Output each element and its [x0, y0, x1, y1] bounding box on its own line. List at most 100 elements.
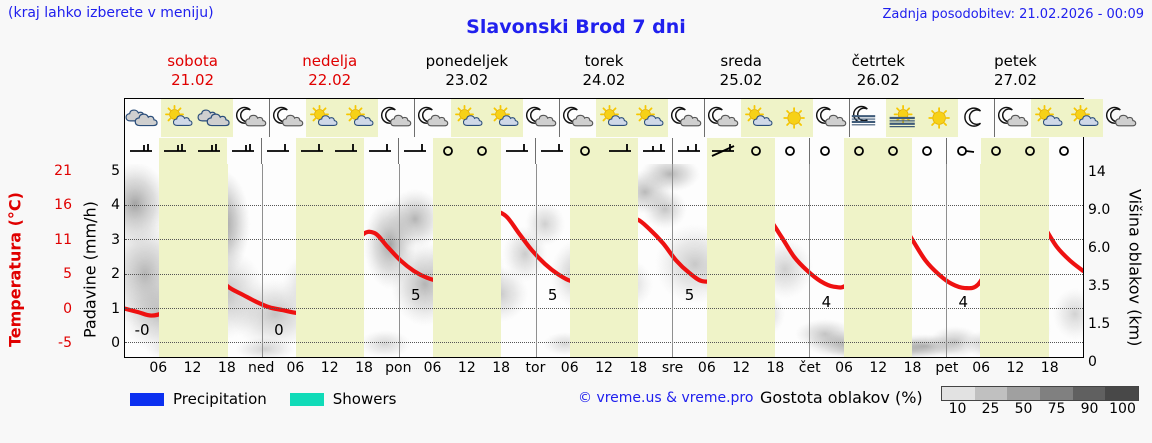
temperature-axis-title: Temperatura (°C): [5, 192, 25, 348]
wind-barb: [912, 138, 946, 164]
wind-barb: [1049, 138, 1083, 164]
showers-legend-label: Showers: [332, 390, 397, 408]
cloud-density-scale: 10 25 50 75 90 100: [941, 386, 1141, 419]
wind-barb: [159, 138, 193, 164]
weather-icon-sun-cloud: [596, 99, 632, 137]
cloud-height-tick-labels: 14 9.0 6.0 3.5 1.5 0: [1088, 164, 1122, 370]
wind-barb: [707, 138, 741, 164]
tick-label: 5: [111, 163, 120, 179]
density-step: [974, 387, 1008, 400]
weather-icon-sun: [777, 99, 813, 137]
day-header-3: torek 24.02: [535, 52, 672, 94]
daylight-band: [980, 164, 1049, 357]
gridline-day-separator: [946, 164, 948, 357]
weather-icon-moon-cloud: [668, 99, 704, 137]
x-tick-label: 18: [492, 360, 511, 376]
gridline-horizontal: [125, 273, 1083, 275]
wind-barb: [878, 138, 912, 164]
chart-plot-area: -06012515514515415416: [125, 164, 1083, 357]
x-tick-label: čet: [798, 360, 821, 376]
weather-icon-moon-cloud: [378, 99, 414, 137]
wind-barb: [330, 138, 364, 164]
day-header-6: petek 27.02: [947, 52, 1084, 94]
wind-barb: [1015, 138, 1049, 164]
gridline-day-separator: [672, 164, 674, 357]
weather-icon-moon-cloud: [1103, 99, 1139, 137]
copyright-link[interactable]: © vreme.us & vreme.pro: [578, 390, 754, 406]
precipitation-legend-label: Precipitation: [173, 390, 267, 408]
wind-barb: [261, 138, 296, 164]
density-step: [1105, 387, 1139, 400]
weather-icon-moon-cloud: [414, 99, 451, 137]
weather-icon-cloudy: [125, 99, 161, 137]
wind-barb: [398, 138, 433, 164]
x-tick-label: 06: [972, 360, 991, 376]
temperature-tick-labels: 21 16 11 5 0 -5: [32, 163, 72, 351]
tick-label: -5: [58, 335, 72, 351]
precipitation-tick-labels: 5 4 3 2 1 0: [100, 163, 120, 351]
wind-barb: [570, 138, 604, 164]
density-step: [942, 387, 975, 400]
wind-barb: [844, 138, 878, 164]
day-date: 22.02: [308, 71, 352, 89]
showers-swatch: [289, 392, 324, 406]
day-header-2: ponedeljek 23.02: [398, 52, 535, 94]
day-name: torek: [584, 52, 624, 70]
weather-icon-sun-cloud: [1031, 99, 1067, 137]
density-tick-label: 10: [948, 401, 967, 417]
tick-label: 1.5: [1088, 316, 1111, 332]
wind-barb: [296, 138, 330, 164]
gridline-day-separator: [535, 164, 537, 357]
day-name: sobota: [167, 52, 218, 70]
tick-label: 11: [54, 231, 72, 248]
weather-icon-sun-cloud: [487, 99, 523, 137]
weather-icon-sun-cloud: [632, 99, 668, 137]
x-tick-label: sre: [661, 360, 684, 376]
day-headers: sobota 21.02 nedelja 22.02 ponedeljek 23.02 to…: [124, 52, 1084, 94]
wind-barb-row: [125, 138, 1083, 164]
x-tick-label: 12: [457, 360, 476, 376]
cloud-density-gradient-bar: [941, 386, 1139, 401]
daylight-band: [159, 164, 228, 357]
x-tick-label: 12: [1006, 360, 1025, 376]
x-tick-label: 06: [286, 360, 305, 376]
wind-barb: [467, 138, 501, 164]
weather-icon-moon-cloud: [523, 99, 559, 137]
x-tick-label: 18: [355, 360, 373, 376]
weather-icon-sun-cloud: [451, 99, 487, 137]
wind-barb: [638, 138, 672, 164]
density-tick-label: 25: [981, 401, 1000, 417]
weather-icon-moon: [958, 99, 994, 137]
gridline-horizontal: [125, 205, 1083, 207]
weather-icon-row: [125, 99, 1137, 137]
gridline-day-separator: [809, 164, 811, 357]
temperature-label: 0: [274, 320, 284, 339]
precipitation-axis-title: Padavine (mm/h): [80, 201, 100, 339]
tick-label: 14: [1088, 164, 1106, 180]
weather-icon-moon-cloud: [269, 99, 306, 137]
weather-icon-moon-cloud: [994, 99, 1031, 137]
density-tick-label: 90: [1080, 401, 1099, 417]
density-tick-label: 100: [1109, 401, 1136, 417]
x-tick-label: 12: [869, 360, 888, 376]
tick-label: 0: [1088, 354, 1097, 370]
density-step: [1040, 387, 1073, 400]
cloud-density-legend-title: Gostota oblakov (%): [760, 388, 923, 407]
wind-barb: [501, 138, 535, 164]
precipitation-swatch: [130, 392, 164, 406]
gridline-horizontal: [125, 307, 1083, 309]
tick-label: 6.0: [1088, 240, 1111, 256]
wind-barb: [193, 138, 227, 164]
cloud-density-tick-labels: 10 25 50 75 90 100: [941, 401, 1141, 419]
weather-icon-moon-cloud: [704, 99, 741, 137]
day-header-5: četrtek 26.02: [810, 52, 947, 94]
x-tick-label: 18: [629, 360, 648, 376]
temperature-label: 4: [958, 293, 969, 312]
weather-icon-sun-fog: [886, 99, 922, 137]
density-tick-label: 75: [1047, 401, 1066, 417]
gridline-horizontal: [125, 342, 1083, 343]
wind-barb: [604, 138, 638, 164]
x-tick-label: 18: [903, 360, 922, 376]
day-header-1: nedelja 22.02: [261, 52, 398, 94]
precipitation-legend: Precipitation Showers: [130, 388, 410, 410]
